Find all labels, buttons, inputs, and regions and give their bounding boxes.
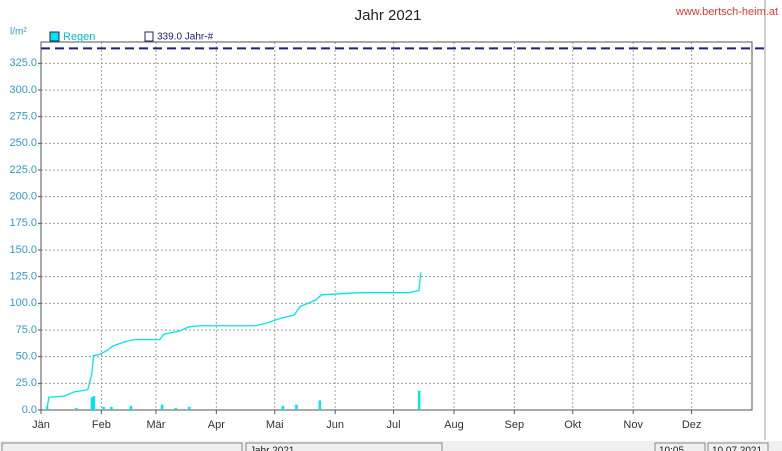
y-tick-label: 275.0	[9, 111, 37, 123]
daily-bar	[295, 404, 298, 410]
status-text: Jahr 2021	[250, 446, 295, 451]
x-tick-label: Jul	[387, 419, 401, 431]
daily-bar	[129, 405, 133, 410]
y-tick-label: 200.0	[9, 191, 37, 203]
x-tick-label: Feb	[92, 419, 111, 431]
status-cell	[654, 442, 706, 451]
y-tick-label: 325.0	[9, 57, 37, 69]
daily-bar	[75, 407, 78, 410]
x-tick-label: Mär	[146, 419, 165, 431]
status-cell	[245, 442, 443, 451]
x-tick-label: Mai	[266, 419, 284, 431]
x-tick-label: Dez	[682, 419, 702, 431]
daily-bar	[318, 400, 322, 410]
status-text: 10:05	[659, 446, 684, 451]
daily-bar	[45, 406, 49, 410]
y-tick-label: 75.0	[16, 324, 37, 336]
status-bar	[0, 441, 782, 451]
daily-bar	[188, 406, 191, 410]
legend-swatch	[49, 31, 60, 42]
y-tick-label: 25.0	[16, 377, 37, 389]
status-cell	[707, 442, 769, 451]
daily-bar	[417, 390, 421, 410]
daily-bar	[160, 404, 164, 410]
site-label: www.bertsch-heim.at	[675, 6, 778, 18]
y-tick-label: 225.0	[9, 164, 37, 176]
legend-label: 339.0 Jahr-#	[157, 32, 214, 43]
x-tick-label: Nov	[623, 419, 643, 431]
plot-frame	[40, 41, 753, 411]
daily-bar	[90, 397, 94, 410]
legend-label: Regen	[63, 31, 95, 43]
y-tick-label: 125.0	[9, 271, 37, 283]
x-tick-label: Sep	[505, 419, 525, 431]
y-tick-label: 300.0	[9, 84, 37, 96]
x-tick-label: Apr	[208, 419, 225, 431]
chart-title: Jahr 2021	[355, 7, 422, 24]
y-tick-label: 0.0	[22, 404, 37, 416]
y-axis-label: l/m²	[10, 27, 27, 38]
rain-line	[46, 272, 422, 411]
y-tick-label: 250.0	[9, 137, 37, 149]
daily-bar	[110, 406, 113, 410]
x-tick-label: Jun	[326, 419, 344, 431]
y-tick-label: 100.0	[9, 297, 37, 309]
x-tick-label: Jän	[32, 419, 50, 431]
status-cell	[1, 442, 243, 451]
status-text: 10.07.2021	[712, 446, 762, 451]
x-tick-label: Aug	[444, 419, 464, 431]
daily-bar	[174, 407, 177, 410]
y-tick-label: 150.0	[9, 244, 37, 256]
y-tick-label: 50.0	[16, 351, 37, 363]
daily-bar	[102, 406, 105, 410]
y-tick-label: 175.0	[9, 217, 37, 229]
daily-bar	[281, 405, 285, 410]
daily-bar	[92, 396, 96, 410]
x-tick-label: Okt	[564, 419, 581, 431]
legend-swatch	[144, 31, 154, 42]
